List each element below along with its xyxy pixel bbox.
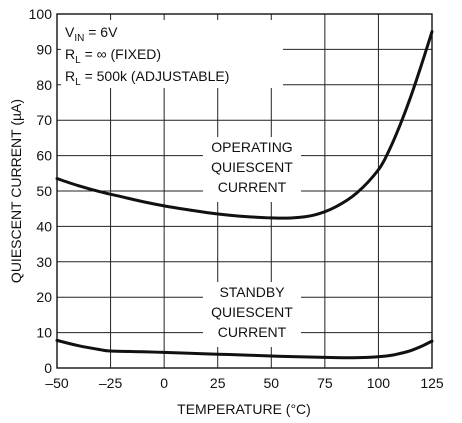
- x-tick-label: 100: [367, 375, 391, 391]
- x-tick-label: –25: [99, 375, 123, 391]
- series-label-background: [203, 137, 301, 202]
- standby-label-line-1: STANDBY: [219, 284, 285, 300]
- x-tick-label: –50: [45, 375, 69, 391]
- y-tick-label: 100: [29, 6, 53, 22]
- tick-labels: –50 –25 0 25 50 75 100 125 0 10 20 30 40 50 60 70 80 90 10…: [29, 6, 444, 391]
- condition-rl-adjustable: RL = 500k (ADJUSTABLE): [65, 68, 229, 88]
- x-tick-label: 50: [263, 375, 279, 391]
- standby-label-line-3: CURRENT: [218, 324, 287, 340]
- series-labels: OPERATING QUIESCENT CURRENT STANDBY QUIESCEN…: [203, 137, 301, 347]
- x-tick-label: 75: [317, 375, 333, 391]
- y-tick-label: 40: [36, 218, 52, 234]
- operating-label-line-2: QUIESCENT: [211, 159, 293, 175]
- y-tick-label: 50: [36, 183, 52, 199]
- x-tick-label: 125: [420, 375, 444, 391]
- series-label-background: [203, 282, 301, 347]
- condition-rl-fixed: RL = ∞ (FIXED): [65, 46, 161, 66]
- x-tick-label: 25: [210, 375, 226, 391]
- operating-label-line-3: CURRENT: [218, 179, 287, 195]
- operating-label-line-1: OPERATING: [211, 139, 292, 155]
- x-axis-title: TEMPERATURE (°C): [177, 401, 311, 417]
- y-tick-label: 90: [36, 41, 52, 57]
- condition-vin: VIN = 6V: [65, 24, 118, 44]
- y-tick-label: 10: [36, 325, 52, 341]
- x-tick-label: 0: [160, 375, 168, 391]
- y-tick-label: 60: [36, 148, 52, 164]
- y-tick-label: 20: [36, 289, 52, 305]
- operating-current-line: [55, 30, 434, 220]
- series-lines: [55, 30, 434, 360]
- y-axis-title: QUIESCENT CURRENT (µA): [8, 99, 24, 283]
- plot-frame: [56, 13, 433, 369]
- y-tick-label: 80: [36, 77, 52, 93]
- conditions-background: [61, 20, 283, 88]
- y-tick-label: 0: [44, 360, 52, 376]
- y-tick-label: 70: [36, 112, 52, 128]
- standby-label-line-2: QUIESCENT: [211, 304, 293, 320]
- standby-current-line: [55, 338, 434, 360]
- y-tick-label: 30: [36, 254, 52, 270]
